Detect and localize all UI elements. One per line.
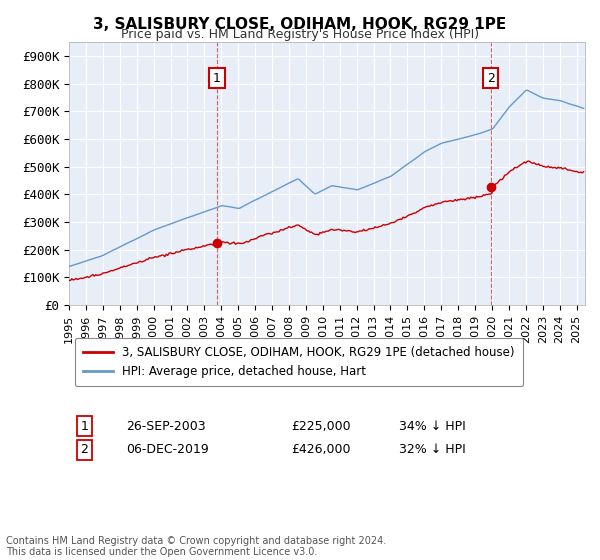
- Text: 32% ↓ HPI: 32% ↓ HPI: [399, 444, 466, 456]
- Text: 2: 2: [487, 72, 494, 85]
- Text: £426,000: £426,000: [291, 444, 350, 456]
- Text: 26-SEP-2003: 26-SEP-2003: [126, 420, 205, 433]
- Text: 3, SALISBURY CLOSE, ODIHAM, HOOK, RG29 1PE: 3, SALISBURY CLOSE, ODIHAM, HOOK, RG29 1…: [94, 17, 506, 32]
- Text: 34% ↓ HPI: 34% ↓ HPI: [399, 420, 466, 433]
- Text: 06-DEC-2019: 06-DEC-2019: [126, 444, 209, 456]
- Text: £225,000: £225,000: [291, 420, 350, 433]
- Legend: 3, SALISBURY CLOSE, ODIHAM, HOOK, RG29 1PE (detached house), HPI: Average price,: 3, SALISBURY CLOSE, ODIHAM, HOOK, RG29 1…: [75, 338, 523, 386]
- Text: 1: 1: [80, 420, 88, 433]
- Text: 2: 2: [80, 444, 88, 456]
- Text: 1: 1: [213, 72, 221, 85]
- Text: Contains HM Land Registry data © Crown copyright and database right 2024.
This d: Contains HM Land Registry data © Crown c…: [6, 535, 386, 557]
- Text: Price paid vs. HM Land Registry's House Price Index (HPI): Price paid vs. HM Land Registry's House …: [121, 28, 479, 41]
